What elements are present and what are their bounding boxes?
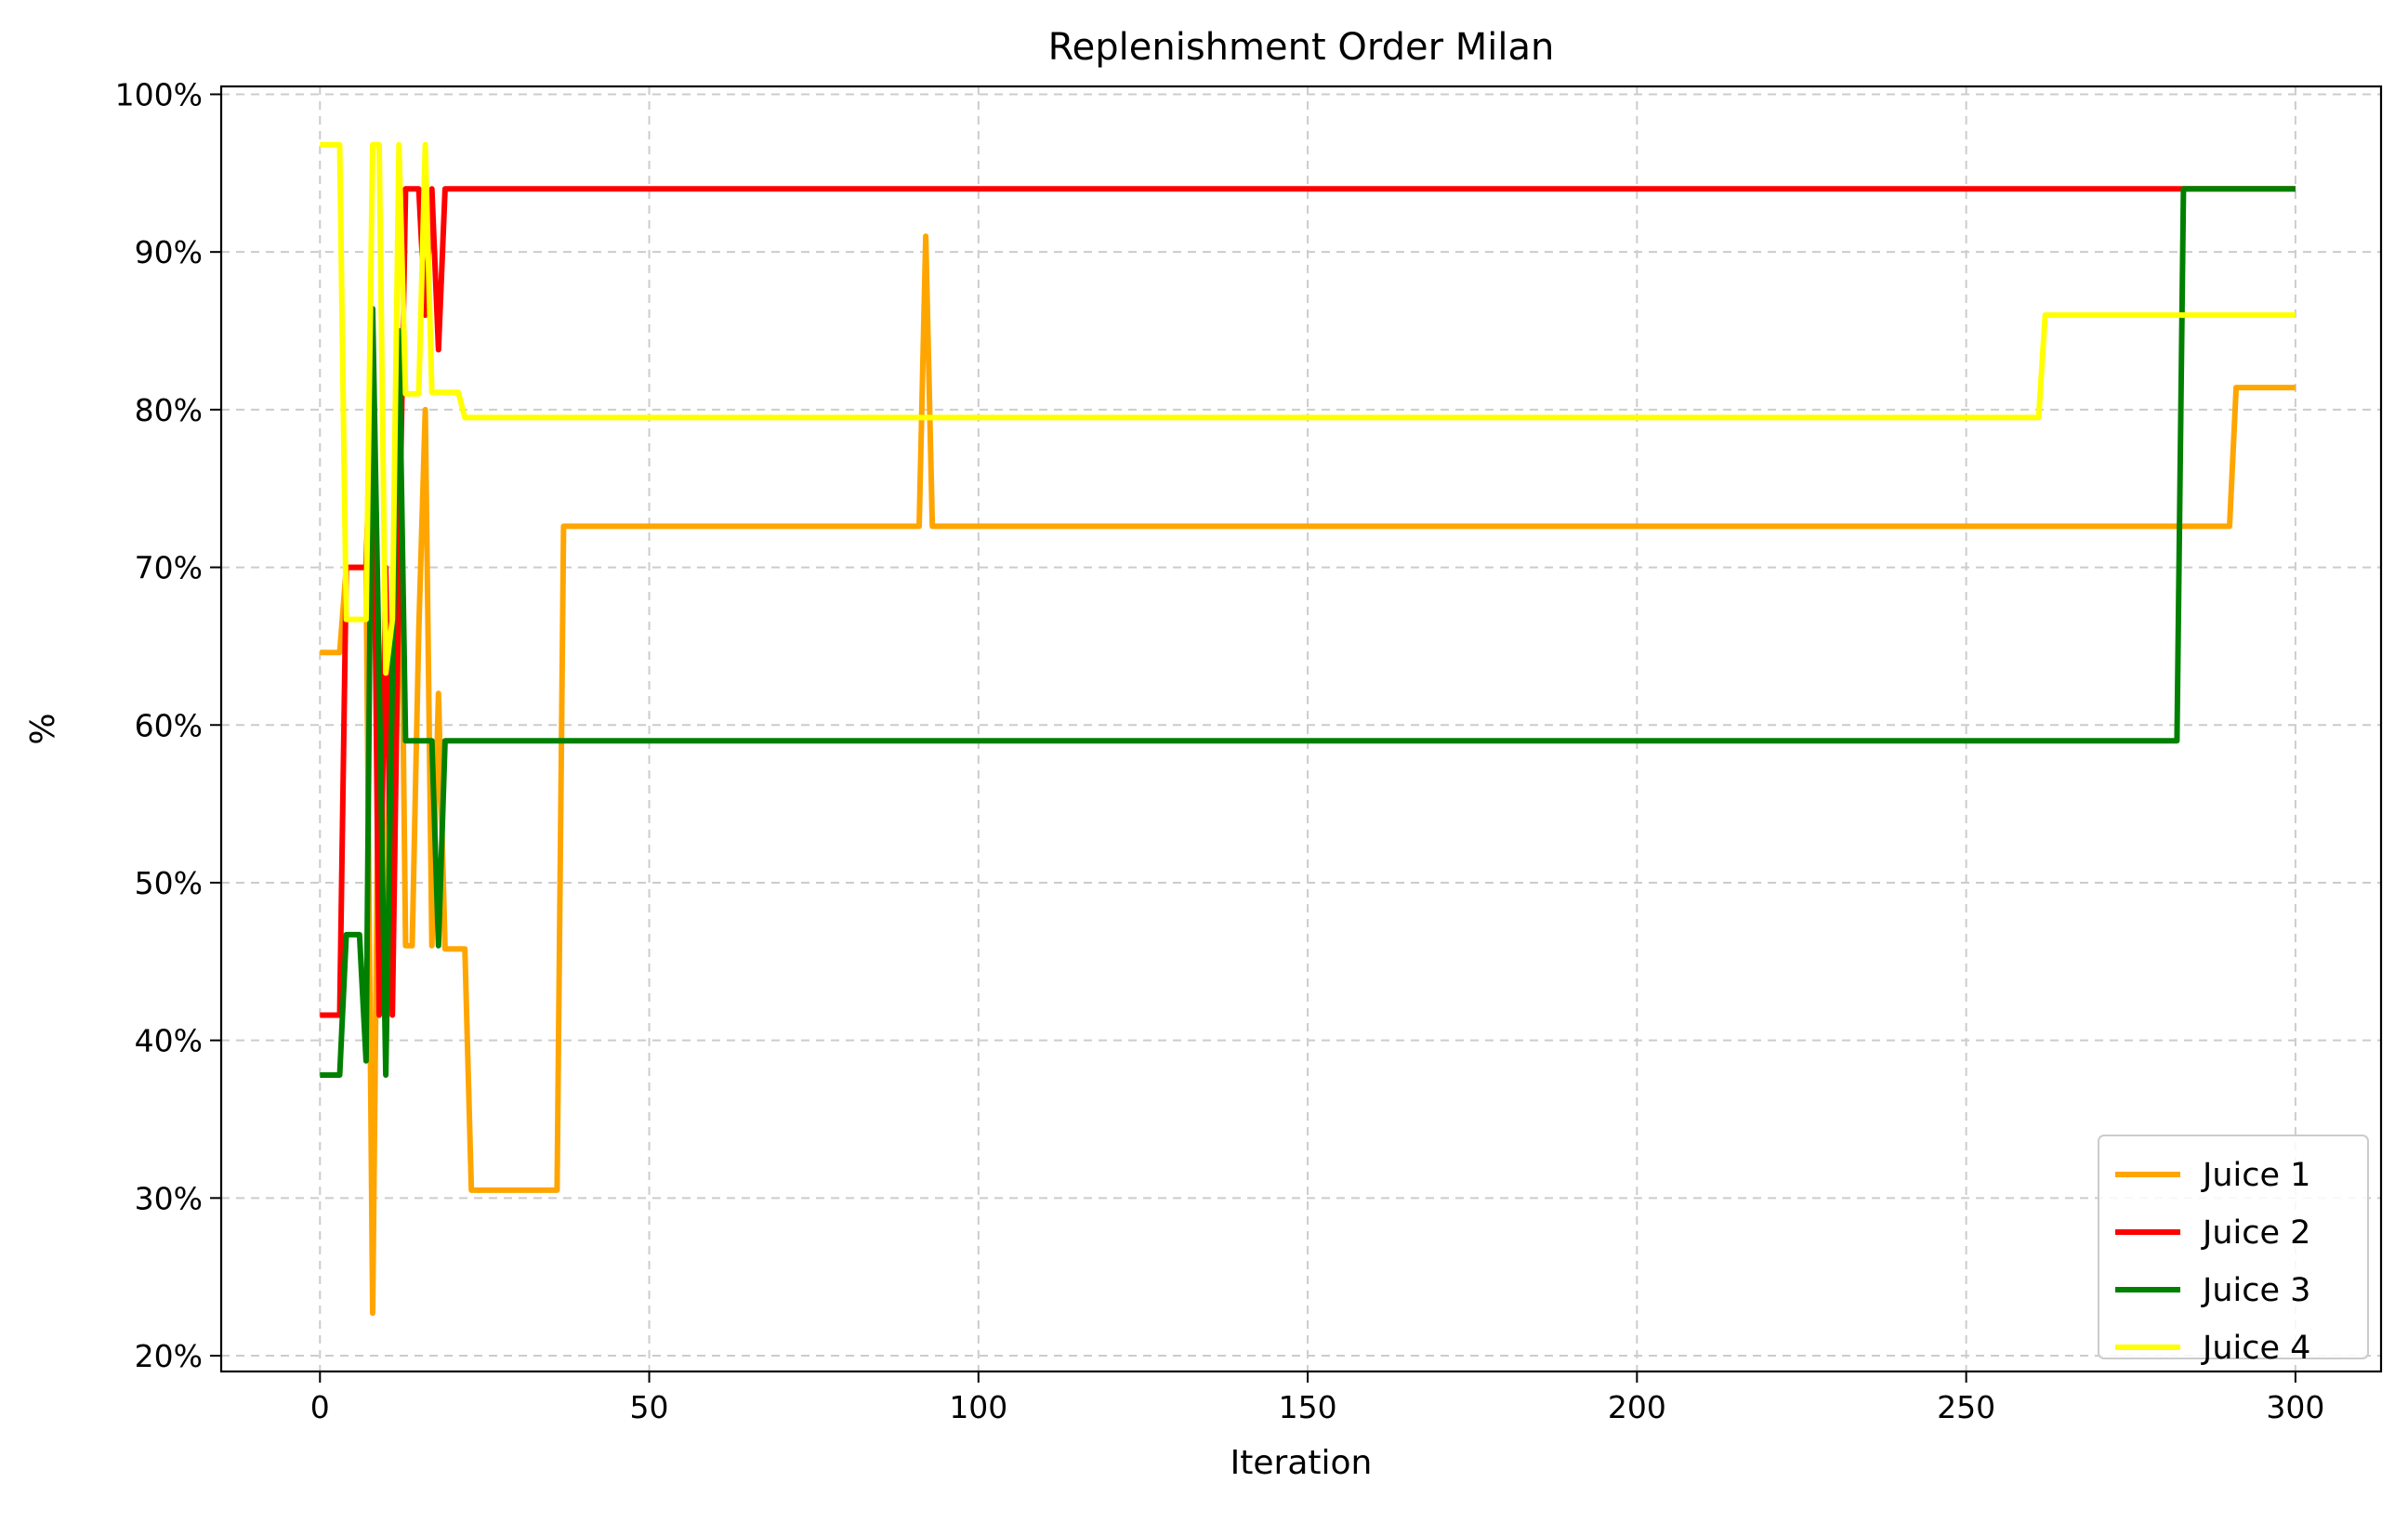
series-line-juice-1 (320, 233, 2296, 1317)
y-tick-label: 30% (135, 1180, 203, 1216)
chart-title: Replenishment Order Milan (1048, 26, 1555, 69)
y-tick-label: 80% (135, 392, 203, 428)
x-tick-label: 50 (630, 1389, 669, 1425)
legend: Juice 1 Juice 2 Juice 3 Juice 4 (2098, 1135, 2369, 1367)
x-tick-label: 300 (2266, 1389, 2324, 1425)
y-tick-label: 70% (135, 550, 203, 586)
y-tick-label: 90% (135, 234, 203, 270)
y-tick-label: 60% (135, 707, 203, 743)
x-axis-ticks: 0 50 100 150 200 250 300 (310, 1371, 2324, 1425)
x-tick-label: 0 (310, 1389, 330, 1425)
x-tick-label: 200 (1608, 1389, 1666, 1425)
legend-label: Juice 2 (2201, 1214, 2310, 1252)
series-line-juice-2 (320, 186, 2296, 1018)
x-tick-label: 250 (1937, 1389, 1995, 1425)
series-lines (320, 141, 2296, 1317)
legend-label: Juice 1 (2201, 1157, 2310, 1194)
legend-box (2098, 1135, 2369, 1359)
series-line-juice-3 (320, 186, 2296, 1078)
grid (221, 86, 2381, 1371)
y-tick-label: 100% (115, 76, 203, 112)
plot-frame (219, 85, 2383, 1373)
y-axis-ticks: 20% 30% 40% 50% 60% 70% 80% 90% 100% (115, 76, 221, 1374)
y-tick-label: 50% (135, 865, 203, 901)
y-tick-label: 40% (135, 1023, 203, 1059)
y-tick-label: 20% (135, 1338, 203, 1374)
legend-label: Juice 4 (2201, 1330, 2310, 1367)
series-line-juice-4 (320, 141, 2296, 676)
legend-label: Juice 3 (2201, 1272, 2310, 1309)
x-tick-label: 150 (1279, 1389, 1337, 1425)
x-axis-title: Iteration (1230, 1444, 1373, 1482)
x-tick-label: 100 (949, 1389, 1007, 1425)
y-axis-title: % (24, 713, 62, 744)
